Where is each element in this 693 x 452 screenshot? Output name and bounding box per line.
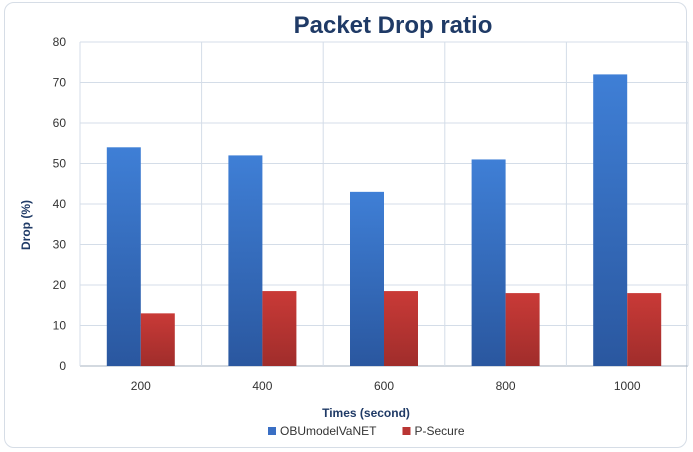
legend-swatch: [402, 427, 411, 435]
y-tick-label: 80: [53, 35, 67, 49]
x-axis-title: Times (second): [322, 406, 410, 420]
bar-obumodelvanet: [593, 74, 628, 367]
y-tick-label: 50: [53, 157, 67, 171]
legend: OBUmodelVaNET P-Secure: [268, 424, 465, 438]
x-tick-label: 800: [496, 379, 516, 393]
y-tick-label: 20: [53, 278, 67, 292]
legend-label: P-Secure: [414, 424, 464, 438]
legend-swatch: [268, 427, 276, 435]
y-tick-label: 40: [53, 197, 67, 211]
grid: [79, 41, 689, 367]
bar-obumodelvanet: [350, 191, 384, 366]
bar-p-secure: [262, 291, 297, 366]
bar-obumodelvanet: [471, 159, 506, 366]
chart-title: Packet Drop ratio: [294, 12, 493, 39]
y-axis-title: Drop (%): [19, 200, 33, 250]
y-tick-label: 30: [53, 238, 67, 252]
bar-obumodelvanet: [228, 155, 263, 366]
legend-label: OBUmodelVaNET: [280, 424, 377, 438]
y-tick-label: 10: [53, 319, 67, 333]
bar-p-secure: [505, 293, 540, 366]
x-tick-label: 1000: [614, 379, 641, 393]
y-tick-label: 0: [59, 359, 66, 373]
bar-p-secure: [384, 291, 418, 366]
x-tick-label: 600: [374, 379, 394, 393]
bar-obumodelvanet: [106, 147, 141, 366]
bar-p-secure: [140, 313, 175, 366]
y-tick-label: 60: [53, 116, 67, 130]
x-tick-label: 200: [131, 379, 151, 393]
x-tick-label: 400: [252, 379, 272, 393]
y-axis: 0 10 20 30 40 50 60 70 80: [53, 35, 67, 373]
x-axis: 200 400 600 800 1000: [131, 379, 641, 393]
bar-p-secure: [627, 293, 662, 366]
y-tick-label: 70: [53, 76, 67, 90]
bars: [106, 74, 662, 367]
